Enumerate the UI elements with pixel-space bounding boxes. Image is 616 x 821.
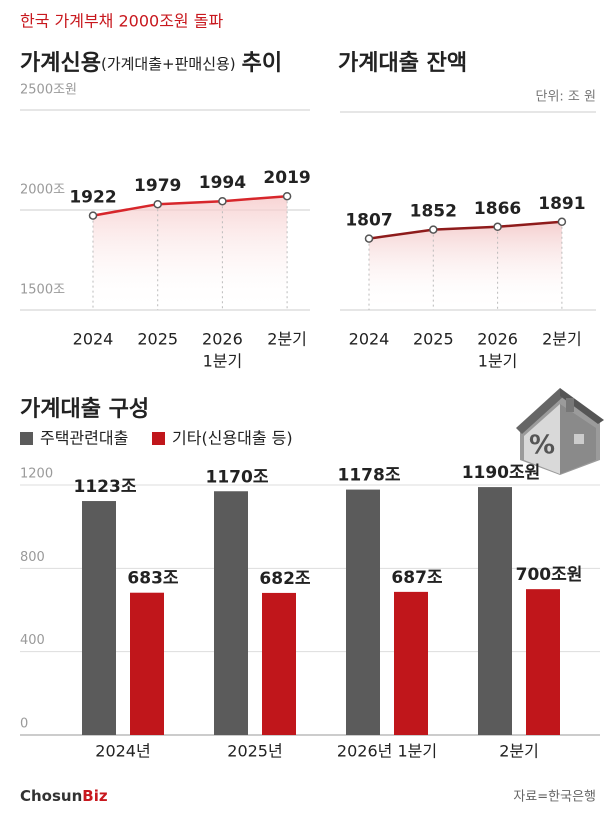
value-label: 700조원 [516, 565, 583, 585]
point [429, 225, 438, 234]
value-label: 1866 [474, 199, 521, 219]
point [364, 234, 374, 243]
x-tick-sublabel: 1분기 [478, 352, 518, 371]
x-tick-label: 2025 [137, 330, 178, 349]
point [493, 222, 502, 232]
value-label: 682조 [259, 569, 310, 589]
legend-label: 기타(신용대출 등) [172, 429, 293, 448]
value-label: 683조 [127, 569, 178, 589]
chart-title: 가계대출 잔액 [338, 51, 467, 76]
x-tick-label: 2025 [413, 330, 454, 349]
area [369, 221, 562, 310]
line [368, 220, 562, 240]
header-title: 한국 가계부채 2000조원 돌파 [20, 12, 223, 31]
y-tick-label: 2000조 [20, 183, 65, 198]
bar [394, 591, 428, 735]
x-tick-label: 2026년 1분기 [337, 742, 437, 761]
value-label: 1979 [134, 176, 181, 196]
bar [214, 491, 248, 735]
value-label: 687조 [391, 568, 442, 588]
point [88, 211, 98, 220]
point [153, 199, 162, 209]
point [282, 191, 292, 201]
x-tick-label: 2026 [202, 330, 243, 349]
logo-text: Chosun [20, 787, 82, 805]
subtitle: (가계대출+판매신용) [101, 55, 236, 73]
line [92, 194, 288, 217]
value-label: 1170조 [206, 467, 269, 487]
y-tick-label: 800 [20, 550, 45, 565]
area [93, 196, 288, 310]
point [557, 217, 567, 227]
x-tick-label: 2024년 [95, 742, 150, 761]
title-suffix: 추이 [242, 51, 282, 76]
x-tick-label: 2026 [477, 330, 518, 349]
x-tick-label: 2024 [73, 330, 114, 349]
value-label: 1178조 [338, 466, 401, 486]
bar [346, 489, 380, 735]
bar [478, 487, 512, 735]
legend-label: 주택관련대출 [40, 429, 128, 448]
y-tick-label: 400 [20, 633, 45, 648]
x-tick-label: 2분기 [499, 742, 539, 761]
value-label: 1994 [199, 173, 246, 193]
value-label: 1807 [345, 211, 392, 231]
bar [262, 592, 296, 735]
source: 자료=한국은행 [513, 789, 596, 805]
y-tick-label: 1500조 [20, 283, 65, 298]
value-label: 2019 [263, 168, 310, 188]
logo-accent: Biz [82, 787, 108, 805]
bar [526, 589, 560, 735]
value-label: 1190조원 [462, 463, 541, 483]
chart-title: 가계신용(가계대출+판매신용) 추이 [20, 51, 282, 76]
bar [82, 501, 116, 735]
value-label: 1922 [69, 188, 116, 208]
unit-label: 단위: 조 원 [536, 90, 597, 105]
title: 가계신용 [20, 51, 101, 76]
value-label: 1852 [410, 202, 457, 222]
x-tick-label: 2024 [349, 330, 390, 349]
house-icon: % [516, 388, 604, 475]
y-tick-label: 2500조원 [20, 83, 77, 98]
x-tick-label: 2분기 [267, 330, 307, 349]
bar [130, 592, 164, 735]
legend-swatch [152, 432, 165, 445]
y-tick-label: 1200 [20, 467, 53, 482]
chart-title: 가계대출 구성 [20, 397, 149, 422]
svg-text:%: % [529, 431, 555, 461]
x-tick-label: 2분기 [542, 330, 582, 349]
point [218, 196, 227, 206]
legend-swatch [20, 432, 33, 445]
y-tick-label: 0 [20, 717, 28, 732]
value-label: 1123조 [74, 477, 137, 497]
x-tick-label: 2025년 [227, 742, 282, 761]
value-label: 1891 [538, 194, 585, 214]
x-tick-sublabel: 1분기 [203, 352, 243, 371]
logo: ChosunBiz [20, 787, 108, 805]
